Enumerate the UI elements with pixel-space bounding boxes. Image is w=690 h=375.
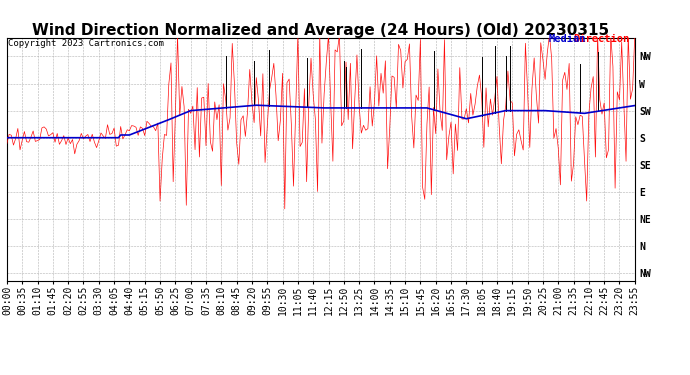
Text: Median: Median <box>549 34 586 44</box>
Title: Wind Direction Normalized and Average (24 Hours) (Old) 20230315: Wind Direction Normalized and Average (2… <box>32 22 609 38</box>
Text: Direction: Direction <box>573 34 629 44</box>
Text: Copyright 2023 Cartronics.com: Copyright 2023 Cartronics.com <box>8 39 164 48</box>
